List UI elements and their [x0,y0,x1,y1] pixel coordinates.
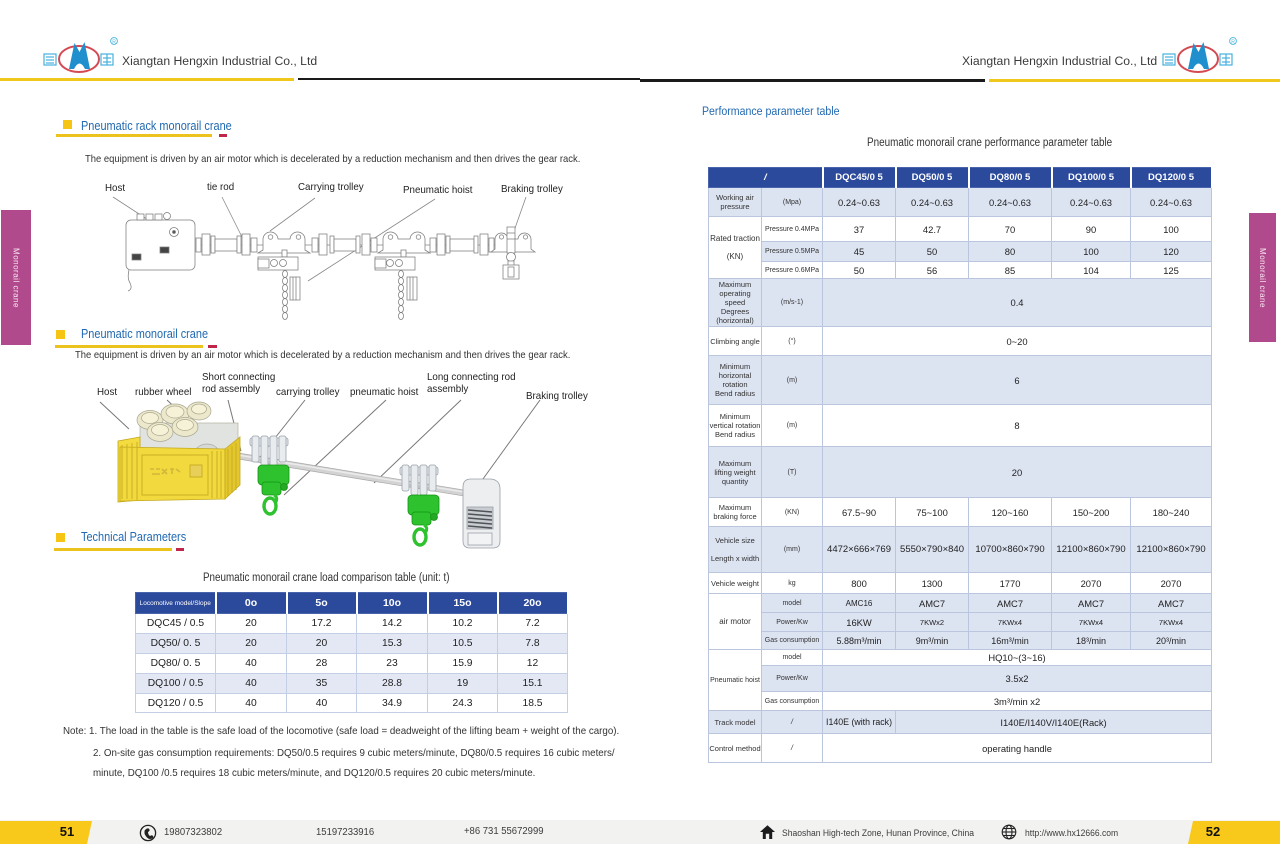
svg-text:R: R [1231,39,1235,45]
svg-text:R: R [112,39,116,45]
